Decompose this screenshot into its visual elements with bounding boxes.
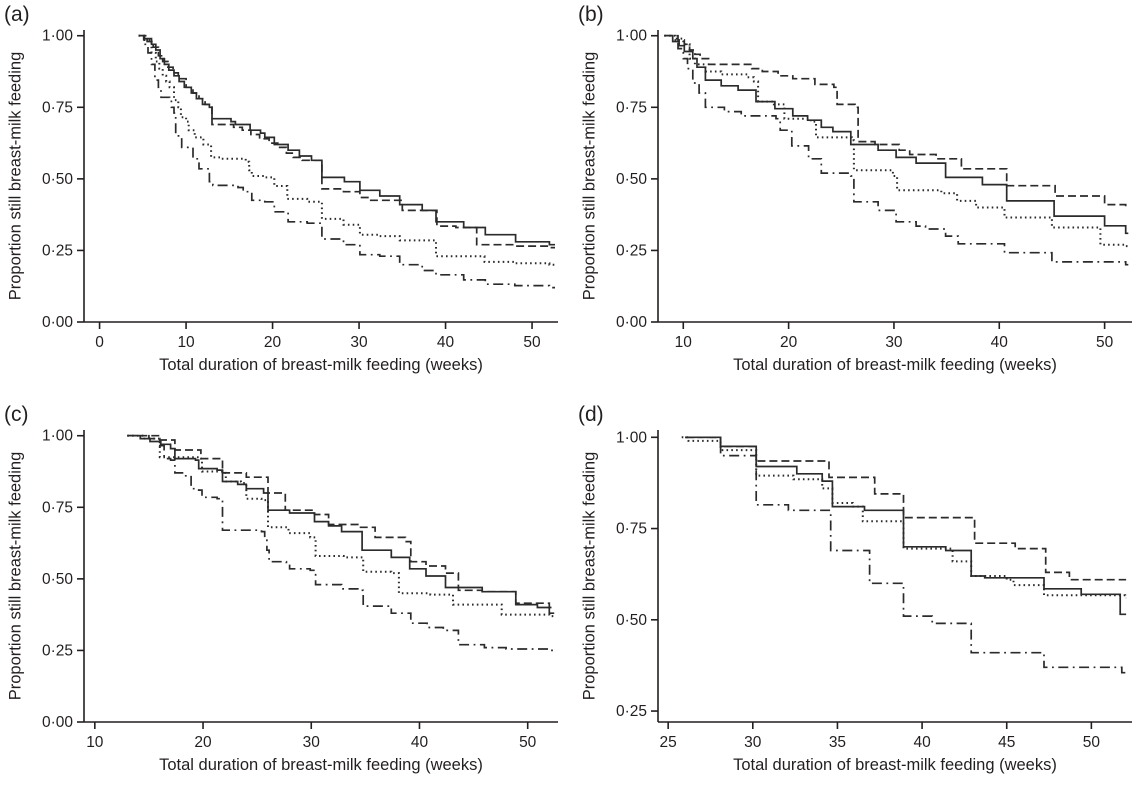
x-tick-label: 30 <box>744 734 762 751</box>
y-tick-label: 0·00 <box>42 314 73 331</box>
x-tick-label: 50 <box>1083 734 1101 751</box>
x-tick-label: 50 <box>1096 334 1114 351</box>
y-tick-label: 0·75 <box>616 521 647 538</box>
x-tick-label: 20 <box>194 734 212 751</box>
x-tick-label: 40 <box>437 334 455 351</box>
panel-b-x-axis-title: Total duration of breast-milk feeding (w… <box>733 356 1057 374</box>
panel-c-y-axis-title: Proportion still breast-milk feeding <box>6 451 25 701</box>
panel-c: 0·00 0·25 0·50 0·75 1·00 10 20 30 40 50 (c) Propo… <box>0 400 574 800</box>
x-tick-label: 0 <box>95 334 104 351</box>
x-tick-label: 30 <box>303 734 321 751</box>
series-solid-curve <box>664 34 1129 235</box>
panel-c-x-axis-title: Total duration of breast-milk feeding (w… <box>159 756 483 774</box>
x-tick-label: 10 <box>86 734 104 751</box>
y-tick-label: 0·50 <box>616 171 647 188</box>
panel-a: 0·00 0·25 0·50 0·75 1·00 0 10 20 30 40 50 (a) Prop… <box>0 0 574 400</box>
y-tick-label: 0·25 <box>42 642 73 659</box>
panel-a-letter: (a) <box>4 3 30 26</box>
panel-a-y-axis-title: Proportion still breast-milk feeding <box>6 51 25 301</box>
y-tick-label: 1·00 <box>616 429 647 446</box>
x-tick-label: 20 <box>264 334 282 351</box>
x-tick-label: 20 <box>780 334 798 351</box>
panel-d-y-axis-title: Proportion still breast-milk feeding <box>580 451 599 701</box>
y-tick-label: 0·75 <box>42 99 73 116</box>
series-dotted-curve <box>138 34 555 266</box>
series-solid-curve <box>685 436 1127 616</box>
y-tick-label: 0·50 <box>616 612 647 629</box>
y-tick-label: 0·50 <box>42 571 73 588</box>
y-tick-label: 0·75 <box>616 99 647 116</box>
panel-a-plot: 0·00 0·25 0·50 0·75 1·00 0 10 20 30 40 50 <box>42 28 558 351</box>
series-dash-dot-curve <box>664 34 1129 266</box>
series-dashed-curve <box>664 34 1129 209</box>
panel-c-plot: 0·00 0·25 0·50 0·75 1·00 10 20 30 40 50 <box>42 428 558 751</box>
y-tick-label: 1·00 <box>42 28 73 45</box>
panel-d-plot: 0·25 0·50 0·75 1·00 25 30 35 40 45 50 <box>616 429 1132 751</box>
y-tick-label: 0·25 <box>616 703 647 720</box>
x-tick-label: 50 <box>519 734 537 751</box>
y-tick-label: 0·00 <box>616 314 647 331</box>
panel-b-plot: 0·00 0·25 0·50 0·75 1·00 10 20 30 40 50 <box>616 28 1132 351</box>
y-tick-label: 0·50 <box>42 171 73 188</box>
x-tick-label: 40 <box>991 334 1009 351</box>
series-dash-dot-curve <box>685 436 1127 674</box>
panel-d: 0·25 0·50 0·75 1·00 25 30 35 40 45 50 (d) Proport… <box>574 400 1148 800</box>
series-dashed-curve <box>685 436 1127 581</box>
x-tick-label: 45 <box>998 734 1015 751</box>
x-tick-label: 35 <box>829 734 846 751</box>
panel-b: 0·00 0·25 0·50 0·75 1·00 10 20 30 40 50 (b) Propo… <box>574 0 1148 400</box>
series-dash-dot-curve <box>127 434 555 652</box>
x-tick-label: 30 <box>350 334 368 351</box>
series-solid-curve <box>138 34 555 246</box>
series-dotted-curve <box>127 434 555 618</box>
panel-c-letter: (c) <box>4 403 29 426</box>
x-tick-label: 40 <box>913 734 931 751</box>
panel-a-x-axis-title: Total duration of breast-milk feeding (w… <box>159 356 483 374</box>
series-dashed-curve <box>127 434 555 609</box>
series-dashed-curve <box>138 34 555 249</box>
x-tick-label: 50 <box>523 334 541 351</box>
y-tick-label: 0·00 <box>42 714 73 731</box>
series-dash-dot-curve <box>138 34 555 289</box>
x-tick-label: 10 <box>675 334 693 351</box>
y-tick-label: 0·75 <box>42 499 73 516</box>
panel-d-letter: (d) <box>578 403 604 426</box>
y-tick-label: 0·25 <box>616 242 647 259</box>
x-tick-label: 10 <box>177 334 195 351</box>
y-tick-label: 1·00 <box>42 428 73 445</box>
x-tick-label: 40 <box>411 734 429 751</box>
x-tick-label: 25 <box>660 734 677 751</box>
panel-b-y-axis-title: Proportion still breast-milk feeding <box>580 51 599 301</box>
panel-d-x-axis-title: Total duration of breast-milk feeding (w… <box>733 756 1057 774</box>
series-dotted-curve <box>681 436 1127 599</box>
y-tick-label: 0·25 <box>42 242 73 259</box>
y-tick-label: 1·00 <box>616 28 647 45</box>
panel-b-letter: (b) <box>578 3 604 26</box>
x-tick-label: 30 <box>885 334 903 351</box>
